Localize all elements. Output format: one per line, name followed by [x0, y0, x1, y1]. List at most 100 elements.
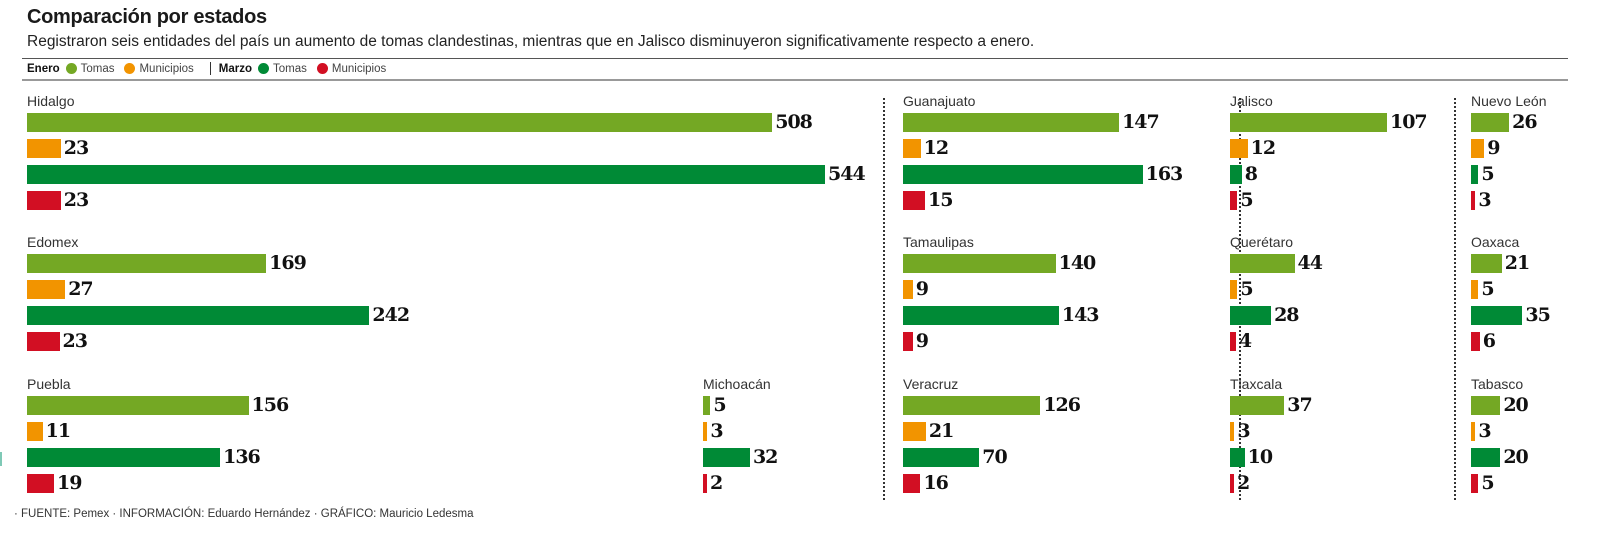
bar-veracruz-enero-municipios	[903, 422, 926, 441]
value-label: 107	[1389, 111, 1428, 133]
bar-row-enero-tomas: 169	[27, 254, 307, 273]
bar-tlaxcala-marzo-tomas	[1230, 448, 1245, 467]
bar-row-enero-tomas: 508	[27, 111, 813, 133]
bar-hidalgo-enero-tomas	[27, 113, 773, 132]
bar-row-enero-tomas: 21	[1471, 254, 1530, 273]
bar-tabasco-enero-municipios	[1471, 422, 1476, 441]
bar-row-enero-municipios: 5	[1471, 278, 1495, 300]
bar-row-marzo-tomas: 163	[903, 163, 1184, 185]
value-label: 9	[915, 330, 929, 352]
value-label: 136	[223, 446, 261, 468]
state-label: Querétaro	[1230, 234, 1294, 250]
state-label: Puebla	[27, 376, 71, 392]
value-label: 126	[1043, 394, 1081, 416]
value-label: 23	[63, 137, 89, 159]
bar-row-marzo-tomas: 5	[1471, 163, 1495, 185]
bar-row-marzo-municipios: 19	[27, 472, 82, 494]
value-label: 5	[1481, 278, 1494, 300]
bar-row-enero-municipios: 3	[1471, 420, 1492, 442]
bar-row-enero-tomas: 44	[1230, 254, 1323, 273]
value-label: 16	[923, 472, 948, 494]
bar-oaxaca-enero-municipios	[1471, 280, 1479, 299]
bar-edomex-enero-tomas	[27, 254, 267, 273]
bar-row-marzo-municipios: 6	[1471, 332, 1496, 351]
value-label: 9	[1487, 137, 1500, 159]
bar-tabasco-enero-tomas	[1471, 396, 1501, 415]
value-label: 19	[56, 472, 82, 494]
bar-queretaro-enero-municipios	[1230, 280, 1238, 299]
bar-row-enero-tomas: 26	[1471, 113, 1538, 132]
legend-label-marzo-municipios: Municipios	[331, 62, 387, 75]
value-label: 2	[710, 472, 723, 494]
state-label: Veracruz	[903, 376, 959, 392]
value-label: 4	[1238, 330, 1252, 352]
column-divider	[1239, 98, 1241, 500]
bar-row-marzo-tomas: 70	[903, 446, 1008, 468]
bar-hidalgo-marzo-municipios	[27, 191, 61, 210]
value-label: 5	[1481, 163, 1494, 185]
bar-guanajuato-enero-municipios	[903, 139, 921, 158]
bar-row-enero-municipios: 23	[27, 137, 89, 159]
bar-row-enero-municipios: 12	[1230, 139, 1276, 158]
state-label: Tamaulipas	[903, 234, 974, 250]
bar-tamaulipas-enero-tomas	[903, 254, 1056, 273]
value-label: 20	[1503, 446, 1528, 468]
bar-row-marzo-municipios: 5	[1471, 474, 1495, 493]
bar-oaxaca-enero-tomas	[1471, 254, 1502, 273]
value-label: 11	[45, 420, 71, 442]
bar-nuevo-leon-marzo-tomas	[1471, 165, 1479, 184]
bar-row-enero-tomas: 156	[27, 394, 290, 416]
state-label: Nuevo León	[1471, 93, 1547, 109]
bar-row-enero-tomas: 5	[703, 394, 727, 416]
bar-row-marzo-tomas: 20	[1471, 446, 1529, 468]
bar-row-marzo-municipios: 4	[1230, 330, 1252, 352]
bar-michoacan-enero-tomas	[703, 396, 711, 415]
bar-row-enero-municipios: 27	[27, 278, 94, 300]
bar-puebla-enero-municipios	[27, 422, 43, 441]
value-label: 23	[62, 330, 88, 352]
bar-veracruz-marzo-municipios	[903, 474, 921, 493]
value-label: 508	[775, 111, 813, 133]
bar-nuevo-leon-enero-tomas	[1471, 113, 1510, 132]
state-label: Oaxaca	[1471, 234, 1520, 250]
value-label: 27	[68, 278, 93, 300]
bar-puebla-enero-tomas	[27, 396, 249, 415]
bar-row-enero-municipios: 5	[1230, 280, 1254, 299]
value-label: 156	[251, 394, 290, 416]
state-label: Edomex	[27, 234, 79, 250]
bar-row-marzo-municipios: 5	[1230, 191, 1254, 210]
bar-queretaro-marzo-tomas	[1230, 306, 1272, 325]
bar-row-enero-municipios: 11	[27, 420, 71, 442]
bar-row-marzo-municipios: 2	[703, 472, 723, 494]
value-label: 37	[1287, 394, 1312, 416]
value-label: 140	[1058, 252, 1097, 274]
legend: Enero Tomas Municipios Marzo Tomas Munic…	[27, 62, 394, 75]
value-label: 10	[1247, 446, 1273, 468]
bar-row-marzo-municipios: 16	[903, 472, 949, 494]
bar-row-marzo-tomas: 544	[27, 165, 866, 184]
bar-row-enero-tomas: 147	[903, 111, 1160, 133]
state-label: Jalisco	[1230, 93, 1273, 109]
bar-jalisco-marzo-tomas	[1230, 165, 1242, 184]
value-label: 12	[923, 137, 949, 159]
legend-separator	[209, 62, 211, 75]
value-label: 28	[1274, 304, 1299, 326]
value-label: 163	[1145, 163, 1184, 185]
bar-row-marzo-tomas: 143	[903, 306, 1100, 325]
bar-row-enero-municipios: 21	[903, 422, 954, 441]
value-label: 5	[713, 394, 726, 416]
legend-swatch-marzo-tomas	[258, 63, 270, 74]
source-credits: · FUENTE: Pemex · INFORMACIÓN: Eduardo H…	[14, 508, 474, 520]
bar-tlaxcala-marzo-municipios	[1230, 474, 1234, 493]
value-label: 3	[1478, 420, 1491, 442]
bar-row-enero-tomas: 20	[1471, 396, 1529, 415]
bar-row-marzo-tomas: 32	[703, 448, 778, 467]
bar-hidalgo-enero-municipios	[27, 139, 61, 158]
bar-row-enero-municipios: 3	[1230, 422, 1251, 441]
value-label: 147	[1122, 111, 1160, 133]
value-label: 70	[982, 446, 1007, 468]
bar-edomex-enero-municipios	[27, 280, 66, 299]
column-divider	[1454, 98, 1456, 500]
legend-swatch-enero-municipios	[124, 63, 136, 74]
value-label: 3	[710, 420, 723, 442]
